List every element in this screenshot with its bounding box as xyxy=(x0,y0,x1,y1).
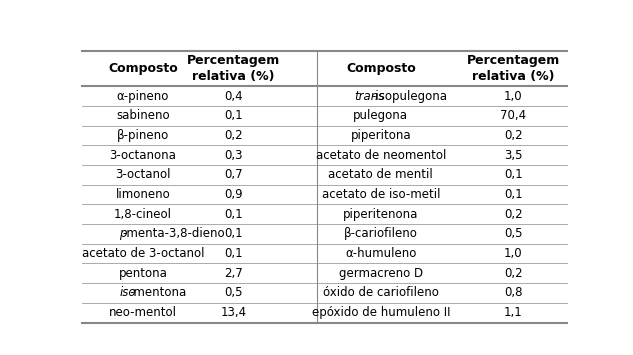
Text: 0,2: 0,2 xyxy=(504,267,523,280)
Text: p: p xyxy=(120,228,127,240)
Text: acetato de mentil: acetato de mentil xyxy=(329,168,433,181)
Text: 0,5: 0,5 xyxy=(504,228,522,240)
Text: piperitona: piperitona xyxy=(351,129,411,142)
Text: -mentona: -mentona xyxy=(129,286,186,300)
Text: acetato de neomentol: acetato de neomentol xyxy=(316,149,446,162)
Text: α-pineno: α-pineno xyxy=(116,90,169,103)
Text: piperitenona: piperitenona xyxy=(343,208,418,221)
Text: pulegona: pulegona xyxy=(353,109,408,122)
Text: Percentagem
relativa (%): Percentagem relativa (%) xyxy=(187,54,280,83)
Text: 0,9: 0,9 xyxy=(224,188,243,201)
Text: 0,3: 0,3 xyxy=(225,149,243,162)
Text: iso: iso xyxy=(120,286,136,300)
Text: -isopulegona: -isopulegona xyxy=(372,90,448,103)
Text: 0,2: 0,2 xyxy=(504,208,523,221)
Text: β-cariofileno: β-cariofileno xyxy=(344,228,418,240)
Text: β-pineno: β-pineno xyxy=(116,129,169,142)
Text: germacreno D: germacreno D xyxy=(339,267,423,280)
Text: 0,2: 0,2 xyxy=(224,129,243,142)
Text: Percentagem
relativa (%): Percentagem relativa (%) xyxy=(467,54,560,83)
Text: 0,1: 0,1 xyxy=(504,168,523,181)
Text: Composto: Composto xyxy=(108,62,178,75)
Text: 2,7: 2,7 xyxy=(224,267,243,280)
Text: 1,0: 1,0 xyxy=(504,247,523,260)
Text: limoneno: limoneno xyxy=(116,188,170,201)
Text: 0,5: 0,5 xyxy=(225,286,243,300)
Text: 0,1: 0,1 xyxy=(504,188,523,201)
Text: 1,0: 1,0 xyxy=(504,90,523,103)
Text: 0,1: 0,1 xyxy=(224,228,243,240)
Text: acetato de iso-metil: acetato de iso-metil xyxy=(322,188,440,201)
Text: 13,4: 13,4 xyxy=(220,306,247,319)
Text: trans: trans xyxy=(354,90,384,103)
Text: epóxido de humuleno II: epóxido de humuleno II xyxy=(311,306,450,319)
Text: 0,4: 0,4 xyxy=(224,90,243,103)
Text: 3,5: 3,5 xyxy=(504,149,522,162)
Text: 0,1: 0,1 xyxy=(224,208,243,221)
Text: sabineno: sabineno xyxy=(116,109,170,122)
Text: 0,8: 0,8 xyxy=(504,286,522,300)
Text: α-humuleno: α-humuleno xyxy=(345,247,417,260)
Text: 0,1: 0,1 xyxy=(224,247,243,260)
Text: óxido de cariofileno: óxido de cariofileno xyxy=(323,286,439,300)
Text: neo-mentol: neo-mentol xyxy=(109,306,177,319)
Text: acetato de 3-octanol: acetato de 3-octanol xyxy=(82,247,204,260)
Text: 70,4: 70,4 xyxy=(500,109,527,122)
Text: 1,8-cineol: 1,8-cineol xyxy=(114,208,172,221)
Text: 1,1: 1,1 xyxy=(504,306,523,319)
Text: 3-octanol: 3-octanol xyxy=(115,168,171,181)
Text: 3-octanona: 3-octanona xyxy=(110,149,177,162)
Text: pentona: pentona xyxy=(118,267,167,280)
Text: 0,2: 0,2 xyxy=(504,129,523,142)
Text: 0,7: 0,7 xyxy=(224,168,243,181)
Text: Composto: Composto xyxy=(346,62,416,75)
Text: -menta-3,8-dieno: -menta-3,8-dieno xyxy=(122,228,225,240)
Text: 0,1: 0,1 xyxy=(224,109,243,122)
